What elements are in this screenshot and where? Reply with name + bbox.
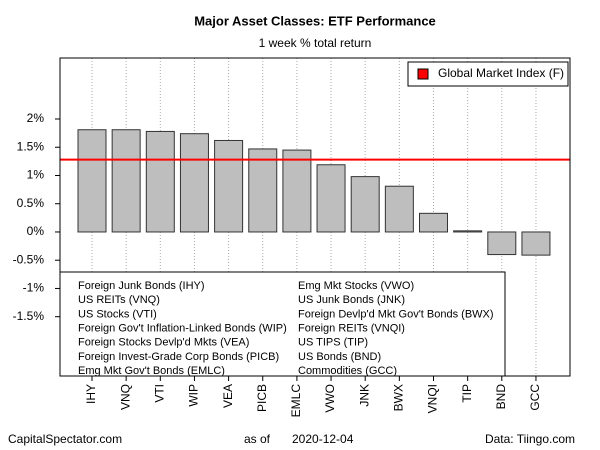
bar [453,230,483,233]
legend-swatch [417,68,429,80]
note: US Bonds (BND) [298,351,381,363]
note: Foreign REITs (VNQI) [298,323,405,335]
bar [316,164,346,233]
x-tick-label: PICB [255,384,269,412]
x-tick-label: IHY [84,384,98,404]
x-tick-label: VTI [152,384,166,403]
y-tick-label: 0.5% [17,196,45,210]
note: Foreign Stocks Devlp'd Mkts (VEA) [78,337,249,349]
bar [419,212,448,233]
bar [384,185,414,233]
note: Emg Mkt Gov't Bonds (EMLC) [78,365,225,377]
note: Foreign Devlp'd Mkt Gov't Bonds (BWX) [298,308,494,320]
bar [487,231,517,256]
x-tick-label: VEA [221,384,235,408]
x-tick-label: VNQ [118,384,132,410]
bar [350,176,380,233]
footer-date: 2020-12-04 [292,432,354,446]
plot-frame [59,57,571,377]
footer-source: CapitalSpectator.com [8,432,122,446]
notes-box [59,271,506,377]
legend-box [407,61,569,87]
note: Commodities (GCC) [298,365,397,377]
y-tick-label: 2% [27,111,45,125]
bar [179,133,209,233]
x-tick-label: WIP [187,384,201,407]
note: US REITs (VNQ) [78,294,160,306]
bar [214,139,244,233]
y-tick-label: 1.5% [17,139,45,153]
bar [248,148,278,233]
x-tick-label: BND [494,384,508,410]
y-tick-label: -0.5% [13,252,45,266]
x-tick-label: VNQI [426,384,440,413]
footer-data-source: Data: Tiingo.com [485,432,575,446]
x-tick-label: TIP [460,384,474,403]
y-tick-label: 0% [27,224,45,238]
y-tick-label: -1% [23,281,45,295]
bar [282,149,312,233]
legend-label: Global Market Index (F) [438,66,564,80]
note: Foreign Invest-Grade Corp Bonds (PICB) [78,351,279,363]
chart-title: Major Asset Classes: ETF Performance [194,13,436,28]
y-tick-label: -1.5% [13,309,45,323]
x-tick-label: VWO [323,384,337,413]
x-tick-label: EMLC [289,384,303,418]
note: US TIPS (TIP) [298,337,368,349]
x-tick-label: BWX [392,384,406,411]
x-tick-label: GCC [528,384,542,411]
chart-subtitle: 1 week % total return [259,36,372,50]
note: US Stocks (VTI) [78,308,157,320]
note: US Junk Bonds (JNK) [298,294,405,306]
note: Emg Mkt Stocks (VWO) [298,280,414,292]
x-tick-label: JNK [357,384,371,407]
bar [77,129,107,233]
note: Foreign Junk Bonds (IHY) [78,280,205,292]
bar [521,231,551,256]
y-tick-label: 1% [27,168,45,182]
note: Foreign Gov't Inflation-Linked Bonds (WI… [78,323,287,335]
bar [145,130,175,233]
footer-as-of: as of [244,432,271,446]
bar [111,129,141,233]
